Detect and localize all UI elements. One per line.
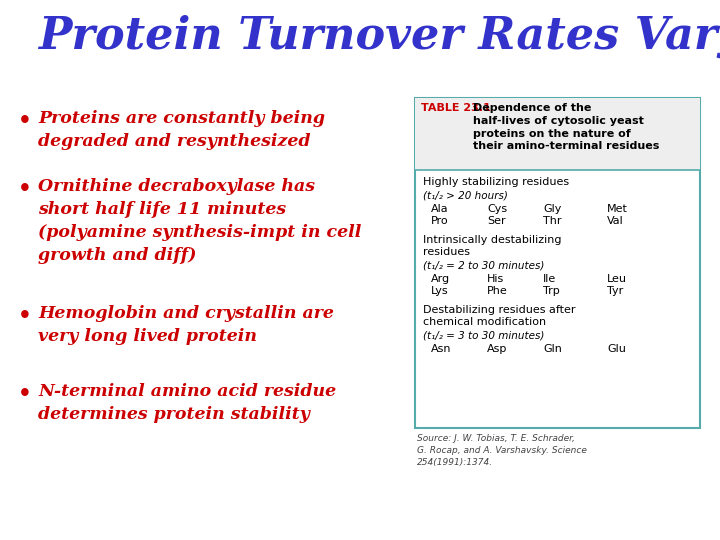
Text: Glu: Glu: [607, 344, 626, 354]
Text: TABLE 23.1: TABLE 23.1: [421, 103, 491, 113]
Text: Proteins are constantly being
degraded and resynthesized: Proteins are constantly being degraded a…: [38, 110, 325, 150]
Text: Val: Val: [607, 216, 624, 226]
Text: Tyr: Tyr: [607, 286, 624, 296]
Text: Met: Met: [607, 204, 628, 214]
Text: Trp: Trp: [543, 286, 559, 296]
Text: Asp: Asp: [487, 344, 508, 354]
Text: (t₁/₂ = 2 to 30 minutes): (t₁/₂ = 2 to 30 minutes): [423, 261, 544, 271]
Text: Pro: Pro: [431, 216, 449, 226]
Text: Ornithine decraboxylase has
short half life 11 minutes
(polyamine synthesis-impt: Ornithine decraboxylase has short half l…: [38, 178, 361, 264]
Text: Ile: Ile: [543, 274, 557, 284]
Text: Highly stabilizing residues: Highly stabilizing residues: [423, 177, 569, 187]
Text: Hemoglobin and crystallin are
very long lived protein: Hemoglobin and crystallin are very long …: [38, 305, 334, 345]
Text: Cys: Cys: [487, 204, 507, 214]
Text: Lys: Lys: [431, 286, 449, 296]
Text: •: •: [18, 306, 32, 326]
Text: Leu: Leu: [607, 274, 627, 284]
Text: Asn: Asn: [431, 344, 451, 354]
Text: Gln: Gln: [543, 344, 562, 354]
Text: Thr: Thr: [543, 216, 562, 226]
Text: Dependence of the
half-lives of cytosolic yeast
proteins on the nature of
their : Dependence of the half-lives of cytosoli…: [473, 103, 660, 151]
Text: Ala: Ala: [431, 204, 449, 214]
Text: His: His: [487, 274, 504, 284]
Text: •: •: [18, 179, 32, 199]
Text: Ser: Ser: [487, 216, 505, 226]
Text: Protein Turnover Rates Vary: Protein Turnover Rates Vary: [38, 15, 720, 58]
Text: (t₁/₂ = 3 to 30 minutes): (t₁/₂ = 3 to 30 minutes): [423, 331, 544, 341]
Text: Destabilizing residues after
chemical modification: Destabilizing residues after chemical mo…: [423, 305, 575, 327]
Text: (t₁/₂ > 20 hours): (t₁/₂ > 20 hours): [423, 191, 508, 201]
Text: Phe: Phe: [487, 286, 508, 296]
FancyBboxPatch shape: [415, 98, 700, 428]
Text: •: •: [18, 384, 32, 404]
Text: Arg: Arg: [431, 274, 450, 284]
FancyBboxPatch shape: [415, 98, 700, 170]
Text: Source: J. W. Tobias, T. E. Schrader,
G. Rocap, and A. Varshavsky. Science
254(1: Source: J. W. Tobias, T. E. Schrader, G.…: [417, 434, 587, 467]
Text: N-terminal amino acid residue
determines protein stability: N-terminal amino acid residue determines…: [38, 383, 336, 423]
Text: Gly: Gly: [543, 204, 562, 214]
Text: •: •: [18, 111, 32, 131]
Text: Intrinsically destabilizing
residues: Intrinsically destabilizing residues: [423, 235, 562, 258]
